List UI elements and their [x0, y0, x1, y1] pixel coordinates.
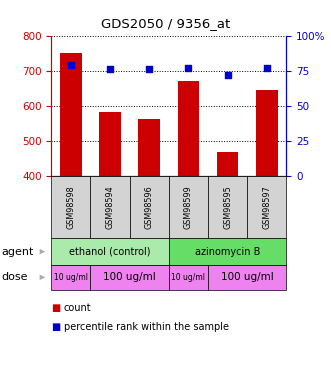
Point	[225, 72, 230, 78]
Text: 10 ug/ml: 10 ug/ml	[54, 273, 88, 282]
Text: ethanol (control): ethanol (control)	[69, 247, 151, 256]
Point	[107, 66, 113, 72]
Bar	[138, 119, 160, 176]
Text: GSM98596: GSM98596	[145, 185, 154, 229]
Point	[147, 66, 152, 72]
Text: GSM98598: GSM98598	[67, 185, 75, 229]
Point	[68, 62, 73, 68]
Text: ■: ■	[51, 303, 61, 313]
Text: dose: dose	[2, 272, 28, 282]
Text: ■: ■	[51, 322, 61, 332]
Text: 100 ug/ml: 100 ug/ml	[103, 272, 156, 282]
Text: GSM98597: GSM98597	[262, 185, 271, 229]
Text: percentile rank within the sample: percentile rank within the sample	[64, 322, 229, 332]
Text: GSM98595: GSM98595	[223, 185, 232, 229]
Text: GSM98594: GSM98594	[106, 185, 115, 229]
Text: count: count	[64, 303, 91, 313]
Text: agent: agent	[2, 247, 34, 256]
Bar	[60, 53, 82, 176]
Bar	[99, 112, 121, 176]
Text: 10 ug/ml: 10 ug/ml	[171, 273, 206, 282]
Bar	[256, 90, 277, 176]
Text: GSM98599: GSM98599	[184, 185, 193, 229]
Text: 100 ug/ml: 100 ug/ml	[221, 272, 273, 282]
Point	[264, 65, 269, 71]
Bar	[217, 152, 238, 176]
Bar	[178, 81, 199, 176]
Point	[186, 65, 191, 71]
Text: GDS2050 / 9356_at: GDS2050 / 9356_at	[101, 17, 230, 30]
Text: azinomycin B: azinomycin B	[195, 247, 260, 256]
